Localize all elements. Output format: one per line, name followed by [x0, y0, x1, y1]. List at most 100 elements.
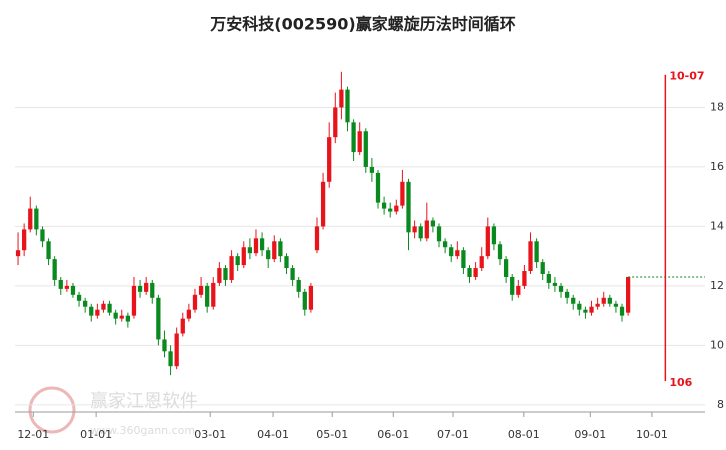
candle-body [107, 303, 112, 313]
candle-body [46, 241, 51, 260]
watermark-text: 赢家江恩软件 [90, 390, 198, 412]
candle-body [144, 282, 149, 292]
candle-body [119, 315, 124, 319]
candle-body [320, 181, 326, 227]
candle-body [333, 107, 338, 138]
candle-body [345, 89, 350, 123]
candle-body [156, 297, 161, 340]
candle-body [198, 285, 204, 295]
candle-body [571, 297, 576, 304]
candle-body [540, 262, 545, 275]
candle-body [595, 303, 600, 307]
candle-body [412, 226, 417, 233]
x-tick-label: 04-01 [257, 428, 289, 441]
candle-body [388, 208, 393, 212]
candle-body [625, 276, 631, 313]
time-line-label: 10-07 [669, 70, 704, 83]
candle-body [406, 181, 411, 233]
candle-body [284, 256, 289, 269]
y-tick-label: 12 [710, 279, 724, 292]
candle-body [546, 274, 551, 283]
chart-title: 万安科技(002590)赢家螺旋历法时间循环 [209, 15, 515, 34]
watermark: 赢家江恩软件 www.360gann.com [28, 386, 198, 437]
y-tick-label: 10 [710, 338, 724, 351]
candle-body [211, 282, 216, 307]
candle-body [522, 271, 527, 286]
y-tick-label: 18 [710, 100, 724, 113]
candle-body [180, 318, 185, 334]
candle-body [577, 303, 582, 310]
x-tick-label: 07-01 [437, 428, 469, 441]
candle-body [192, 294, 198, 310]
candle-body [491, 226, 497, 245]
candle-body [381, 202, 387, 209]
candle-body [28, 208, 33, 230]
candle-body [418, 226, 423, 239]
candle-body [473, 268, 478, 277]
candle-body [125, 315, 130, 322]
candle-body [186, 309, 192, 319]
candle-body [351, 122, 356, 153]
candle-body [601, 297, 606, 304]
candle-body [150, 282, 155, 298]
candle-body [235, 256, 240, 266]
candle-body [40, 229, 45, 242]
candle-body [296, 279, 301, 292]
candle-body [229, 256, 234, 280]
candle-body [70, 285, 76, 295]
candle-body [95, 309, 100, 316]
candle-body [168, 351, 173, 367]
candle-body [613, 303, 619, 307]
candle-body [113, 312, 118, 319]
candle-body [528, 241, 533, 272]
candle-body [607, 297, 612, 304]
candle-body [83, 300, 88, 307]
candle-body [253, 238, 259, 254]
watermark-url: www.360gann.com [90, 424, 195, 437]
candle-body [363, 131, 368, 167]
candle-body [339, 89, 344, 108]
candle-body [442, 241, 448, 248]
candle-body [461, 250, 466, 269]
candle-body [327, 137, 332, 182]
candle-body [552, 282, 558, 286]
candle-body [314, 226, 320, 251]
candle-body [205, 285, 210, 307]
candle-body [266, 250, 271, 260]
candle-body [534, 241, 539, 263]
candle-body [302, 291, 307, 310]
candle-body [137, 285, 143, 292]
candle-body [430, 220, 436, 227]
candle-body [162, 339, 167, 352]
candle-body [503, 259, 509, 277]
x-tick-label: 08-01 [508, 428, 540, 441]
candle-body [241, 247, 246, 266]
candle-body [217, 268, 222, 283]
time-line-bottom-label: 106 [669, 376, 692, 389]
x-tick-label: 05-01 [316, 428, 348, 441]
candle-body [510, 276, 515, 295]
candle-body [22, 229, 27, 251]
candle-body [247, 247, 253, 254]
x-tick-label: 10-01 [636, 428, 668, 441]
candle-body [52, 259, 57, 280]
candle-body [64, 285, 69, 289]
candle-body [564, 291, 570, 298]
y-tick-label: 14 [710, 219, 724, 232]
candle-body [436, 226, 442, 242]
candle-body [223, 268, 228, 280]
candle-body [76, 294, 82, 301]
x-tick-label: 06-01 [377, 428, 409, 441]
x-tick-label: 09-01 [574, 428, 606, 441]
candle-body [558, 285, 564, 292]
x-tick-label: 12-01 [17, 428, 49, 441]
candle-body [308, 285, 314, 310]
candle-body [290, 268, 295, 280]
candle-body [369, 166, 375, 173]
candle-body [479, 256, 484, 269]
candle-body [58, 279, 63, 289]
x-tick-label: 03-01 [194, 428, 226, 441]
y-tick-label: 16 [710, 160, 724, 173]
candle-body [375, 172, 381, 203]
